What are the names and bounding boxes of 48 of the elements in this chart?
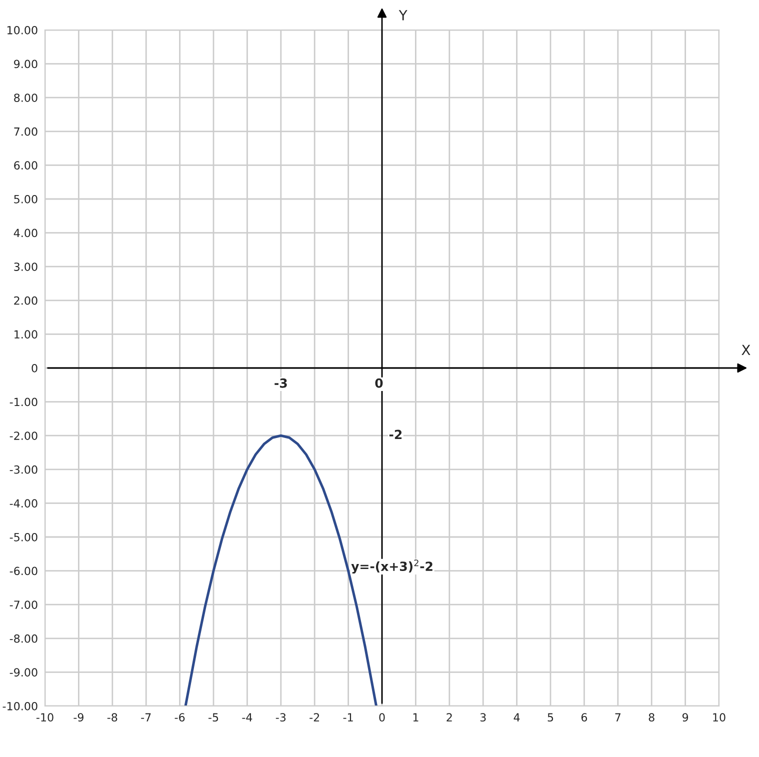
x-axis-title: X	[742, 344, 750, 355]
x-tick-label: 9	[682, 713, 688, 722]
y-tick-label: -6.00	[10, 566, 38, 576]
annotation: -3	[274, 378, 287, 388]
annotation: -2	[389, 430, 402, 440]
x-tick-label: -9	[74, 713, 84, 722]
y-tick-label: 7.00	[14, 127, 38, 136]
x-tick-label: -1	[343, 713, 353, 722]
x-tick-label: 2	[446, 713, 452, 722]
y-tick-label: -1.00	[10, 398, 38, 406]
y-tick-label: 0	[32, 364, 38, 372]
y-tick-label: -10.00	[2, 702, 38, 710]
x-tick-label: -5	[208, 713, 218, 722]
annotation: y=-(x+3)$^{2}$-2	[351, 560, 432, 574]
x-tick-label: -4	[242, 713, 252, 722]
x-tick-label: -8	[107, 713, 118, 722]
x-tick-label: 6	[581, 713, 588, 722]
y-tick-label: -2.00	[10, 432, 38, 440]
x-tick-label: 0	[379, 713, 385, 722]
x-tick-label: -6	[174, 713, 185, 722]
x-tick-label: 7	[615, 713, 620, 722]
y-tick-label: -5.00	[10, 532, 38, 542]
y-tick-label: 1.00	[14, 330, 38, 339]
y-tick-label: -8.00	[10, 634, 38, 643]
x-tick-label: -7	[141, 713, 151, 722]
y-tick-label: 9.00	[14, 60, 38, 68]
y-tick-label: 3.00	[14, 262, 38, 271]
y-tick-label: 4.00	[14, 228, 38, 238]
x-tick-label: 3	[480, 713, 486, 722]
y-tick-label: -4.00	[10, 499, 38, 508]
y-tick-label: -3.00	[10, 465, 38, 474]
y-tick-label: 8.00	[14, 94, 38, 102]
y-tick-label: 5.00	[14, 194, 38, 204]
y-tick-label: 10.00	[7, 26, 38, 34]
y-tick-label: -9.00	[10, 668, 38, 677]
x-tick-label: -3	[276, 713, 286, 722]
x-tick-label: -2	[310, 713, 320, 722]
y-tick-label: 6.00	[14, 161, 38, 170]
y-axis-title: Y	[398, 10, 408, 20]
x-tick-label: 5	[548, 713, 554, 722]
x-tick-label: 8	[648, 713, 654, 722]
x-tick-label: 10	[713, 713, 726, 722]
x-tick-label: 1	[413, 713, 418, 722]
x-tick-label: -10	[36, 713, 54, 722]
y-tick-label: 2.00	[14, 296, 38, 305]
annotation: 0	[375, 378, 383, 388]
y-tick-label: -7.00	[10, 600, 38, 609]
x-tick-label: 4	[514, 713, 520, 722]
